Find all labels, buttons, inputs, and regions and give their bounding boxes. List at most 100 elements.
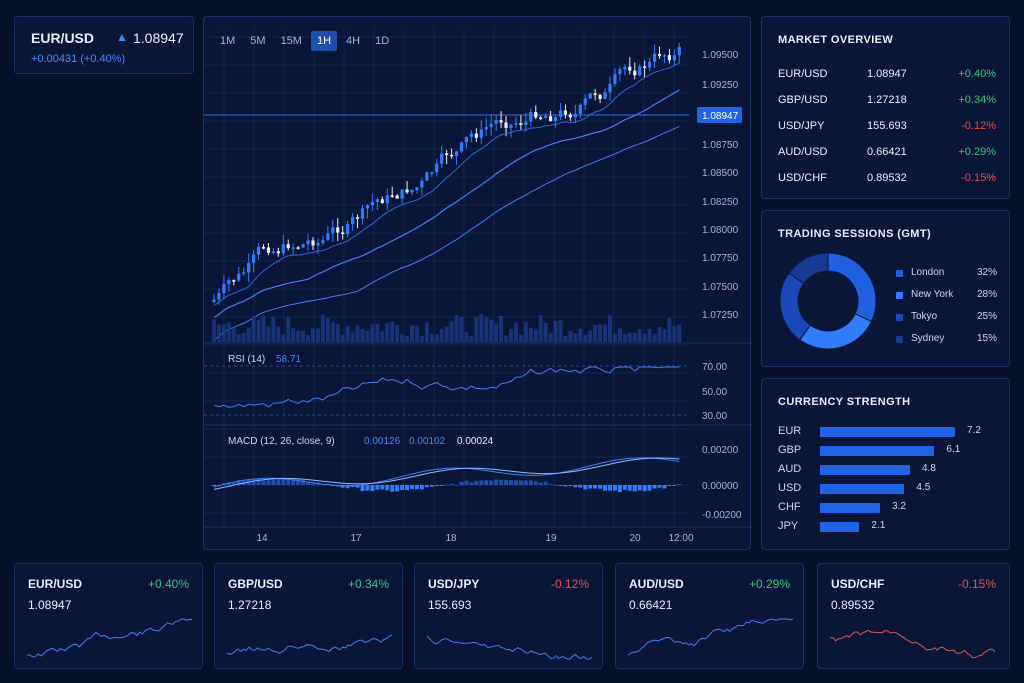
volume-bar: [286, 316, 291, 342]
macd-histogram-value: 0.00024: [457, 436, 494, 447]
volume-bar: [469, 335, 474, 342]
pair-card-eurusd[interactable]: EUR/USD +0.40% 1.08947: [14, 563, 203, 669]
triangle-up-icon: ▲: [116, 30, 128, 44]
tab-5m[interactable]: 5M: [250, 35, 266, 47]
tab-15m[interactable]: 15M: [280, 35, 302, 47]
candle-body: [450, 154, 454, 157]
price-chart[interactable]: 1.09500 1.09250 1.08750 1.08500 1.08250 1.080…: [204, 17, 752, 551]
market-row[interactable]: AUD/USD 0.66421 +0.29%: [778, 146, 996, 166]
volume-bar: [647, 328, 652, 342]
volume-bar: [216, 324, 221, 342]
candle-body: [638, 66, 642, 76]
volume-bar: [261, 315, 266, 342]
candle-body: [311, 240, 315, 246]
candle-body: [568, 114, 572, 118]
price-axis-label: 1.08000: [702, 225, 739, 236]
legend-swatch: [896, 336, 903, 343]
macd-bar: [513, 480, 518, 485]
pair-card-gbpusd[interactable]: GBP/USD +0.34% 1.27218: [214, 563, 403, 669]
strength-row: USD 4.5: [778, 482, 1003, 496]
market-change: +0.29%: [958, 146, 996, 158]
x-axis-label: 17: [350, 533, 362, 544]
candle-body: [301, 244, 305, 248]
macd-bar: [538, 482, 543, 485]
pair-card-usdchf[interactable]: USD/CHF -0.15% 0.89532: [817, 563, 1010, 669]
donut-slice: [827, 252, 877, 323]
macd-bar: [484, 480, 489, 485]
macd-bar: [573, 485, 578, 488]
candle-body: [326, 233, 330, 240]
volume-bar: [494, 323, 499, 342]
ticker-symbol: EUR/USD: [31, 30, 95, 46]
market-row[interactable]: EUR/USD 1.08947 +0.40%: [778, 68, 996, 88]
trading-sessions-panel: TRADING SESSIONS (GMT) London 32% New Yo…: [761, 210, 1010, 367]
macd-bar: [603, 485, 608, 491]
volume-bar: [444, 326, 449, 342]
macd-bar: [489, 480, 494, 485]
market-pair: GBP/USD: [778, 94, 828, 106]
donut-slice: [788, 252, 829, 285]
volume-bar: [652, 333, 657, 342]
market-price: 1.08947: [867, 68, 907, 80]
pair-card-usdjpy[interactable]: USD/JPY -0.12% 155.693: [414, 563, 603, 669]
macd-bar: [281, 478, 286, 485]
rsi-line: [213, 366, 680, 408]
volume-bar: [538, 315, 543, 342]
macd-bar: [583, 485, 588, 490]
candle-body: [405, 189, 409, 193]
candle-body: [479, 129, 483, 138]
volume-bar: [276, 326, 281, 342]
candle-body: [667, 55, 671, 61]
price-axis-label: 1.07250: [702, 310, 739, 321]
volume-bar: [603, 324, 608, 342]
candle-body: [341, 232, 345, 235]
candles: [212, 42, 681, 305]
price-axis-label: 1.07750: [702, 253, 739, 264]
macd-bar: [563, 485, 568, 487]
x-axis-label: 12:00: [668, 533, 693, 544]
strength-value: 4.8: [922, 463, 936, 474]
pair-card-audusd[interactable]: AUD/USD +0.29% 0.66421: [615, 563, 804, 669]
volume-bar: [271, 316, 276, 342]
market-row[interactable]: USD/CHF 0.89532 -0.15%: [778, 172, 996, 192]
strength-bar: [820, 465, 910, 475]
macd-bar: [345, 485, 350, 489]
timeframe-selector: 1M 5M 15M 1H 4H 1D: [214, 31, 395, 51]
volume-bar: [390, 321, 395, 342]
candle-body: [435, 163, 439, 173]
candle-body: [266, 247, 271, 253]
volume-bar: [558, 320, 563, 342]
tab-1d[interactable]: 1D: [375, 35, 390, 47]
candle-body: [355, 217, 360, 219]
market-row[interactable]: USD/JPY 155.693 -0.12%: [778, 120, 996, 140]
market-pair: USD/JPY: [778, 120, 825, 132]
candle-body: [553, 117, 558, 122]
macd-bar: [400, 485, 405, 491]
candle-body: [261, 247, 266, 249]
macd-bar: [236, 479, 241, 485]
macd-bar: [632, 485, 637, 492]
candle-body: [296, 247, 300, 249]
macd-bar: [449, 484, 454, 486]
market-row[interactable]: GBP/USD 1.27218 +0.34%: [778, 94, 996, 114]
strength-row: GBP 6.1: [778, 444, 1003, 458]
market-pair: EUR/USD: [778, 68, 828, 80]
candle-body: [400, 189, 404, 199]
macd-axis-label: -0.00200: [702, 510, 742, 521]
macd-bar: [385, 485, 390, 491]
tab-1h[interactable]: 1H: [310, 31, 338, 51]
volume-bar: [499, 315, 504, 342]
candle-body: [395, 195, 399, 199]
strength-currency: JPY: [778, 520, 799, 532]
session-legend-item: New York 28%: [896, 289, 997, 305]
card-change: +0.34%: [347, 577, 389, 591]
moving-average-line: [213, 62, 680, 306]
volume-bar: [266, 326, 271, 342]
candle-body: [281, 244, 285, 254]
candle-body: [252, 254, 256, 263]
strength-bar: [820, 427, 955, 437]
ticker-panel[interactable]: EUR/USD ▲ 1.08947 +0.00431 (+0.40%): [14, 16, 194, 74]
tab-4h[interactable]: 4H: [346, 35, 361, 47]
candle-body: [440, 153, 444, 164]
tab-1m[interactable]: 1M: [220, 35, 236, 47]
